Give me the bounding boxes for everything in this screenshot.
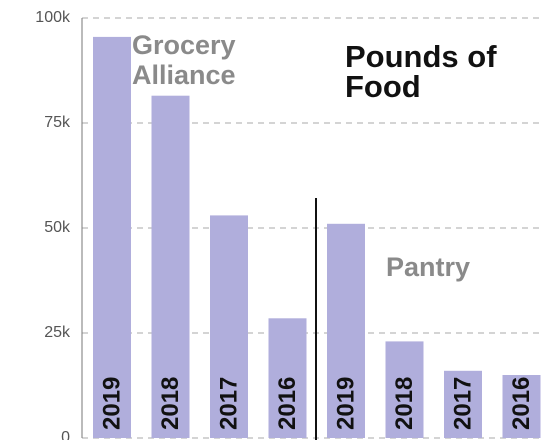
category-label: 2017 [215,377,242,430]
chart-title: Pounds of Food [345,39,497,104]
bar [93,36,131,439]
annotation: Grocery Alliance [132,30,236,90]
y-tick-label: 50k [44,219,71,236]
bar [268,318,307,438]
bar [502,375,541,438]
bar [385,341,424,438]
category-label: 2017 [449,377,476,430]
category-label: 2016 [274,377,301,430]
category-label: 2019 [98,377,125,430]
bar [327,223,365,438]
y-tick-label: 0 [61,429,70,440]
category-label: 2018 [157,377,184,430]
bar [210,215,248,438]
category-label: 2016 [508,377,535,430]
category-label: 2019 [332,377,359,430]
annotation: Pantry [386,252,471,282]
bar [151,95,190,438]
bar [444,370,482,438]
y-tick-label: 100k [35,9,71,26]
y-tick-label: 75k [44,114,71,131]
y-tick-label: 25k [44,324,71,341]
category-label: 2018 [391,377,418,430]
